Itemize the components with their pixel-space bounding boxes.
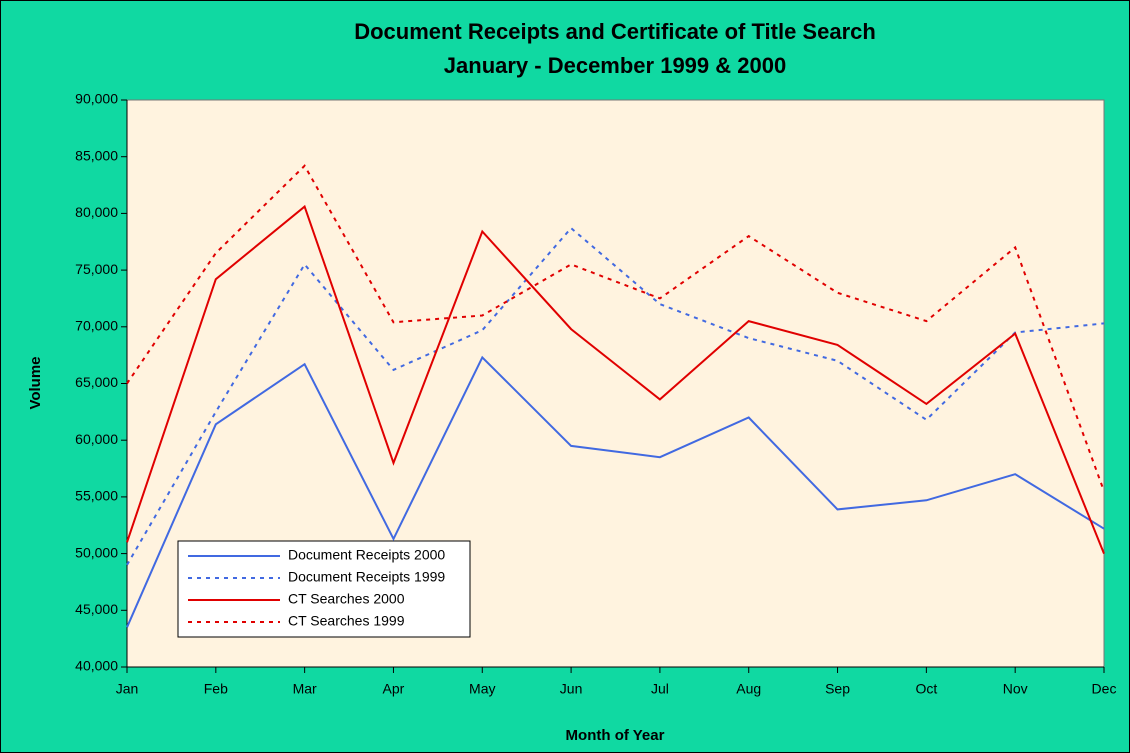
x-tick-label: Nov [1003, 681, 1028, 697]
series-line [126, 164, 1105, 492]
y-tick-label: 80,000 [75, 204, 118, 220]
y-axis-label: Volume [27, 356, 44, 409]
x-tick-label: Feb [204, 681, 228, 697]
y-tick-label: 55,000 [75, 488, 118, 504]
x-tick-label: Mar [293, 681, 317, 697]
y-tick-label: 90,000 [75, 91, 118, 107]
x-tick-label: Apr [383, 681, 405, 697]
y-tick-label: 45,000 [75, 601, 118, 617]
x-tick-label: Dec [1092, 681, 1117, 697]
x-tick-label: Sep [825, 681, 850, 697]
y-tick-label: 85,000 [75, 147, 118, 163]
series-line [126, 204, 1105, 554]
x-tick-label: Aug [736, 681, 761, 697]
series-line [126, 355, 1105, 628]
legend-label: Document Receipts 2000 [288, 547, 445, 563]
y-tick-label: 75,000 [75, 261, 118, 277]
legend-label: CT Searches 2000 [288, 591, 405, 607]
x-tick-label: Jun [560, 681, 583, 697]
y-tick-label: 60,000 [75, 431, 118, 447]
x-tick-label: Oct [915, 681, 937, 697]
y-tick-label: 70,000 [75, 318, 118, 334]
y-tick-label: 50,000 [75, 544, 118, 560]
legend-label: CT Searches 1999 [288, 613, 405, 629]
y-tick-label: 40,000 [75, 658, 118, 674]
x-tick-label: Jan [116, 681, 139, 697]
x-tick-label: Jul [651, 681, 669, 697]
x-axis-label: Month of Year [566, 727, 665, 744]
chart-title: Document Receipts and Certificate of Tit… [354, 19, 876, 44]
x-tick-label: May [469, 681, 495, 697]
legend-label: Document Receipts 1999 [288, 569, 445, 585]
y-tick-label: 65,000 [75, 374, 118, 390]
chart-subtitle: January - December 1999 & 2000 [444, 53, 786, 78]
